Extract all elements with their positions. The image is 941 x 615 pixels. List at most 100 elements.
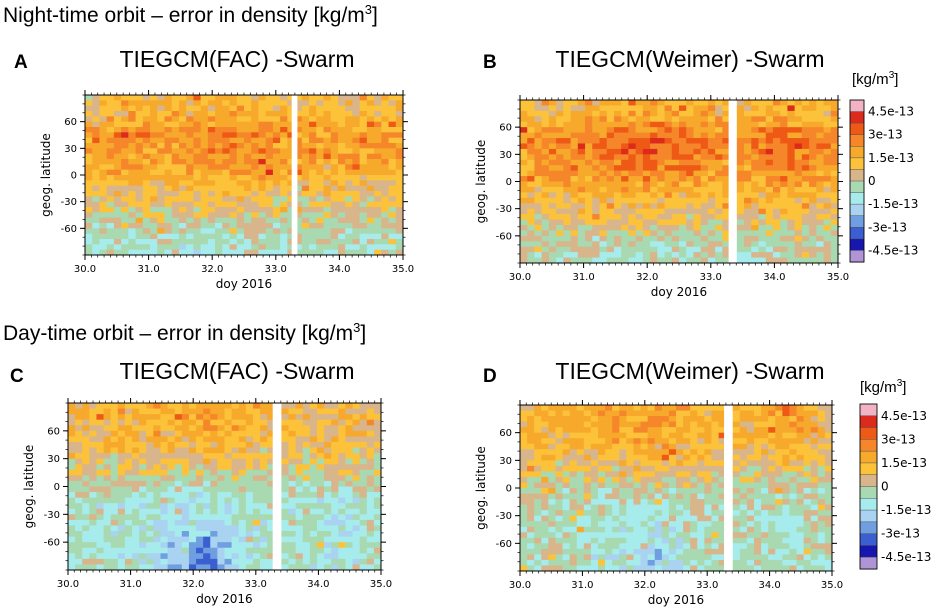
heatmap-cell bbox=[210, 536, 218, 543]
heatmap-cell bbox=[563, 127, 572, 134]
heatmap-cell bbox=[751, 219, 759, 226]
heatmap-cell bbox=[68, 519, 76, 526]
heatmap-cell bbox=[331, 458, 339, 465]
heatmap-cell bbox=[693, 203, 702, 210]
heatmap-cell bbox=[337, 239, 346, 245]
heatmap-cell bbox=[92, 116, 100, 123]
heatmap-cell bbox=[801, 214, 810, 221]
heatmap-cell bbox=[128, 239, 137, 245]
heatmap-cell bbox=[139, 414, 147, 421]
heatmap-cell bbox=[352, 116, 361, 123]
heatmap-cell bbox=[135, 100, 144, 107]
heatmap-cell bbox=[236, 175, 245, 181]
heatmap-cell bbox=[744, 170, 752, 177]
heatmap-cell bbox=[96, 430, 105, 437]
heatmap-cell bbox=[352, 531, 361, 538]
heatmap-cell bbox=[640, 543, 649, 550]
heatmap-cell bbox=[640, 421, 649, 428]
heatmap-cell bbox=[135, 153, 144, 160]
heatmap-cell bbox=[222, 244, 231, 251]
heatmap-cell bbox=[96, 419, 105, 426]
heatmap-cell bbox=[758, 148, 767, 155]
heatmap-cell bbox=[316, 180, 324, 187]
heatmap-cell bbox=[309, 497, 318, 504]
heatmap-cell bbox=[160, 536, 169, 543]
heatmap-cell bbox=[562, 432, 571, 439]
heatmap-cell bbox=[210, 430, 218, 437]
heatmap-cell bbox=[186, 121, 194, 128]
heatmap-cell bbox=[744, 154, 752, 161]
heatmap-cell bbox=[139, 408, 147, 415]
heatmap-cell bbox=[613, 252, 622, 259]
heatmap-cell bbox=[207, 164, 216, 171]
heatmap-cell bbox=[664, 127, 673, 134]
data-gap bbox=[728, 100, 734, 263]
heatmap-cell bbox=[164, 169, 173, 176]
heatmap-cell bbox=[352, 458, 361, 465]
heatmap-cell bbox=[671, 241, 680, 248]
heatmap-cell bbox=[758, 127, 767, 134]
panel-label-c: C bbox=[10, 366, 24, 387]
heatmap-cell bbox=[267, 436, 275, 443]
heatmap-cell bbox=[252, 408, 261, 415]
heatmap-cell bbox=[110, 441, 119, 449]
heatmap-cell bbox=[823, 143, 832, 150]
heatmap-cell bbox=[590, 554, 599, 561]
heatmap-cell bbox=[222, 180, 231, 187]
heatmap-cell bbox=[217, 430, 225, 437]
heatmap-cell bbox=[751, 181, 759, 188]
heatmap-cell bbox=[520, 105, 528, 112]
y-tick-label: -30 bbox=[44, 510, 60, 521]
heatmap-cell bbox=[613, 105, 622, 112]
heatmap-cell bbox=[188, 519, 197, 526]
heatmap-cell bbox=[324, 519, 332, 526]
heatmap-cell bbox=[686, 246, 694, 253]
heatmap-cell bbox=[570, 159, 579, 166]
heatmap-cell bbox=[801, 257, 810, 264]
heatmap-cell bbox=[267, 486, 275, 493]
heatmap-cell bbox=[381, 100, 390, 107]
heatmap-cell bbox=[217, 531, 225, 538]
heatmap-cell bbox=[570, 230, 579, 237]
heatmap-cell bbox=[373, 475, 382, 482]
heatmap-cell bbox=[388, 233, 397, 240]
heatmap-cell bbox=[527, 521, 535, 528]
heatmap-cell bbox=[520, 465, 528, 472]
heatmap-cell bbox=[577, 197, 586, 204]
heatmap-cell bbox=[693, 214, 702, 221]
heatmap-cell bbox=[121, 239, 129, 245]
heatmap-cell bbox=[715, 257, 723, 264]
heatmap-cell bbox=[188, 514, 197, 521]
heatmap-cell bbox=[142, 95, 151, 101]
heatmap-cell bbox=[635, 219, 644, 226]
heatmap-cell bbox=[215, 180, 223, 187]
heatmap-cell bbox=[619, 559, 627, 566]
heatmap-cell bbox=[92, 249, 100, 256]
heatmap-cell bbox=[606, 203, 615, 210]
heatmap-cell bbox=[671, 159, 680, 166]
heatmap-cell bbox=[612, 471, 620, 478]
y-tick-label: -60 bbox=[44, 538, 60, 549]
heatmap-cell bbox=[238, 408, 247, 415]
y-tick-label: 0 bbox=[54, 482, 60, 493]
heatmap-cell bbox=[569, 465, 578, 472]
heatmap-cell bbox=[229, 95, 238, 101]
heatmap-cell bbox=[664, 192, 673, 199]
heatmap-cell bbox=[258, 175, 267, 181]
heatmap-cell bbox=[830, 257, 839, 264]
heatmap-cell bbox=[245, 430, 254, 437]
heatmap-cell bbox=[823, 192, 832, 199]
heatmap-cell bbox=[132, 514, 140, 521]
heatmap-cell bbox=[207, 116, 216, 123]
heatmap-cell bbox=[373, 469, 382, 476]
heatmap-cell bbox=[520, 543, 528, 550]
heatmap-cell bbox=[541, 432, 549, 439]
heatmap-cell bbox=[280, 111, 288, 117]
heatmap-cell bbox=[590, 565, 599, 572]
heatmap-cell bbox=[330, 180, 339, 187]
heatmap-cell bbox=[186, 180, 194, 187]
heatmap-cell bbox=[345, 408, 354, 415]
heatmap-cell bbox=[215, 159, 223, 165]
heatmap-cell bbox=[794, 241, 803, 248]
heatmap-cell bbox=[671, 246, 680, 253]
